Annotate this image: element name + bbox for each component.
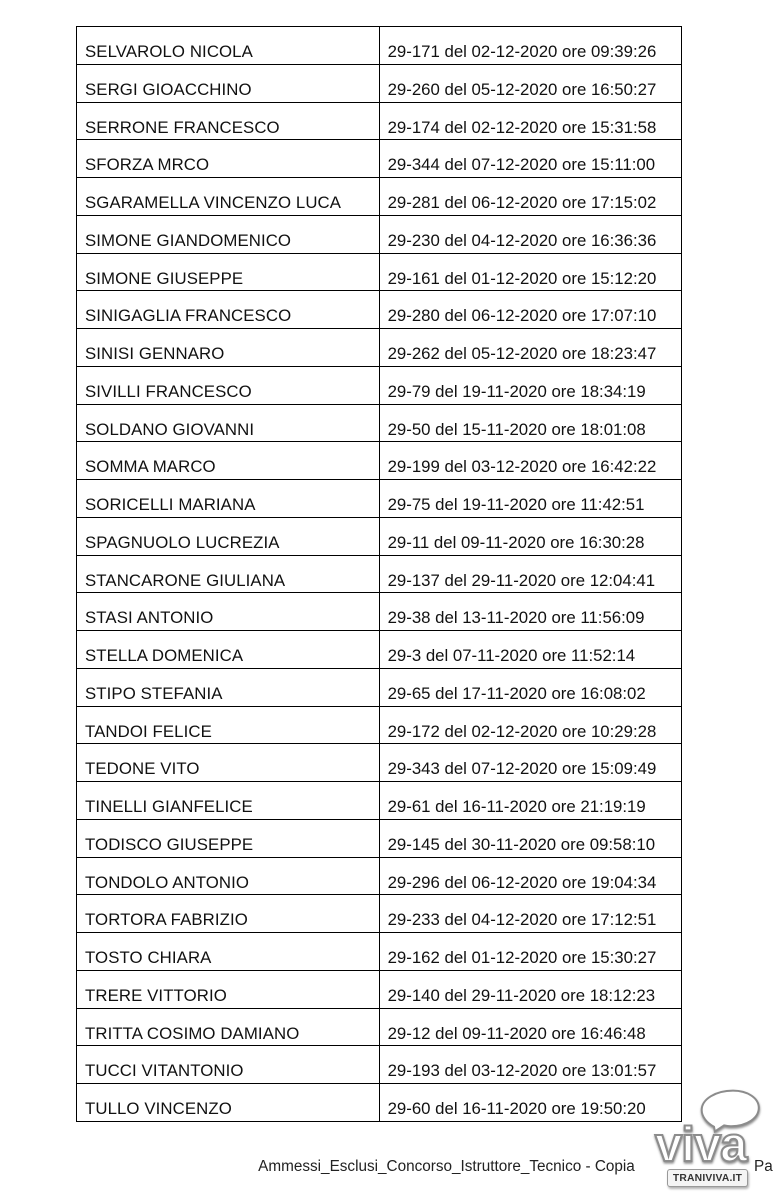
svg-text:viva: viva [655, 1118, 748, 1172]
